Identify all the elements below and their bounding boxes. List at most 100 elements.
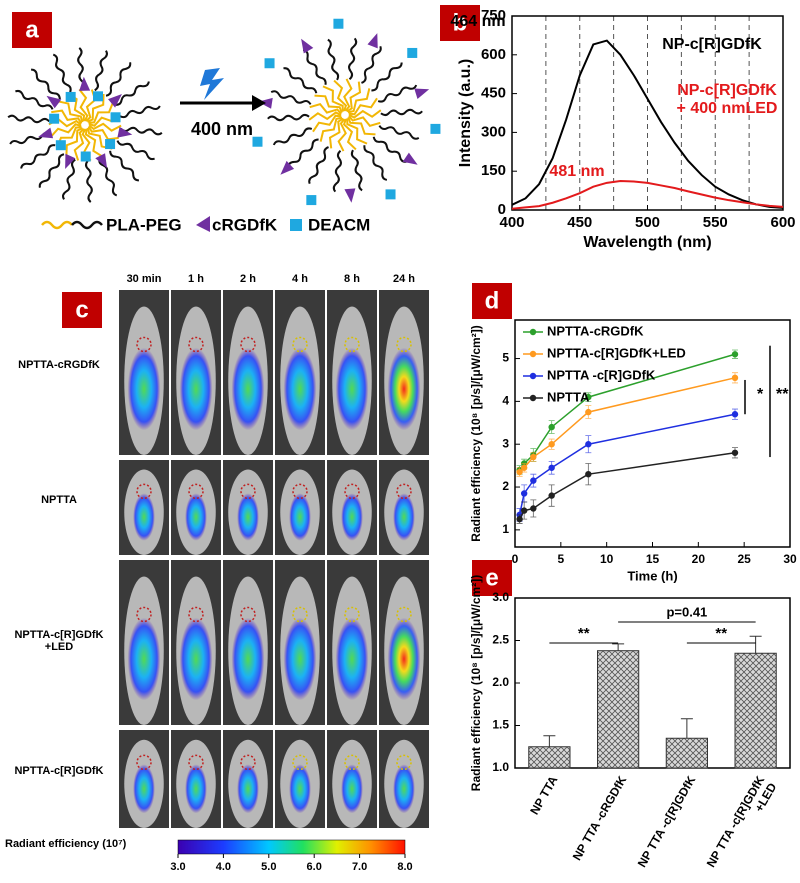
annotation: 481 nm [549,163,604,180]
colorbar-tick-label: 6.0 [307,861,322,873]
legend-label: PLA-PEG [106,215,182,234]
deacm-mark [105,139,116,150]
colorbar [177,839,406,855]
pla-chain [309,103,342,115]
column-label: 2 h [240,273,256,285]
pla-chain [78,88,89,122]
panel-letter: c [75,296,88,323]
peg-chain [267,113,310,122]
peg-chain [371,62,403,92]
legend-marker [529,350,537,358]
annotation: 464 nm [450,13,505,30]
peg-chain [15,89,54,110]
y-axis-label: Radiant efficiency (10⁸ [p/s]/[μW/cm²]) [469,325,483,541]
peg-chain [272,127,313,146]
pla-chain [347,117,376,136]
deacm-mark [306,195,317,206]
marker [548,464,555,471]
colorbar-tick-label: 3.0 [170,861,185,873]
peg-chain [119,105,161,119]
y-axis-label: Radiant efficiency (10⁸ [p/s]/[μW/cm²]) [469,575,483,791]
marker [548,441,555,448]
annotation: * [757,386,764,403]
peg-chain [380,108,423,117]
signal [283,347,317,431]
marker [585,393,592,401]
signal [237,764,259,814]
column-label: 24 h [393,273,415,285]
annotation: ** [715,625,727,642]
x-tick-label: 400 [499,214,524,231]
y-tick-label: 4 [502,394,509,408]
signal [133,493,155,541]
peg-chain [62,158,76,200]
peg-chain [116,140,155,161]
cRGDfK-mark [65,153,76,169]
x-axis-label: Time (h) [627,568,677,583]
peg-chain [38,153,65,188]
peg-chain [120,126,163,136]
signal [127,347,161,431]
marker [516,468,523,476]
marker [731,351,739,358]
pla-chain [308,111,342,121]
tumor-marker [136,606,152,623]
y-tick-label: 150 [481,162,506,179]
x-tick-label: 550 [703,214,728,231]
y-tick-label: 1 [502,522,509,536]
tumor-marker [396,754,412,771]
x-tick-label: 600 [770,214,795,231]
colorbar-label: Radiant efficiency (10⁷) [5,838,127,850]
x-tick-label: 500 [635,214,660,231]
tumor-marker [188,606,204,623]
tumor-marker [292,483,308,500]
row-label: NPTTA [41,493,77,506]
deacm-mark [49,113,60,124]
cRGDfK-mark [258,97,273,109]
bar [665,737,708,769]
signal [393,764,415,814]
peg-chain [363,145,388,181]
y-tick-label: 2 [502,479,509,493]
peg-chain [52,53,72,93]
panel-letter-box [440,5,480,41]
y-tick-label: 5 [502,351,509,365]
cRGDfK-mark [414,88,430,100]
tumor-marker [240,606,256,623]
pla-chain [86,93,105,123]
signal [335,347,369,431]
y-tick-label: 750 [481,7,506,24]
arrow-label: 400 nm [191,119,253,139]
y-tick-label: 450 [481,85,506,102]
pla-chain [312,114,342,133]
error-bar [749,635,762,654]
annotation: p=0.41 [666,604,707,619]
legend-cRGDfK [196,216,210,232]
pla-chain [51,109,83,124]
deacm-mark [110,112,121,123]
x-axis-label: Wavelength (nm) [583,234,711,251]
pla-chain [343,78,353,112]
marker [530,453,537,461]
x-tick-label: 5 [557,552,564,566]
error-bar [680,718,693,739]
cRGDfK-mark [108,94,122,108]
y-tick-label: 300 [481,123,506,140]
peg-chain [378,125,420,140]
cRGDfK-mark [46,95,62,109]
column-label: 4 h [292,273,308,285]
tumor-marker [396,336,412,353]
cRGDfK-mark [367,33,378,49]
column-label: 1 h [188,273,204,285]
signal [237,493,259,541]
marker [585,408,592,416]
marker [516,515,523,523]
tumor-marker [344,754,360,771]
signal [289,493,311,541]
tumor-marker [188,336,204,353]
pla-chain [346,118,368,145]
peg-chain [308,146,329,185]
